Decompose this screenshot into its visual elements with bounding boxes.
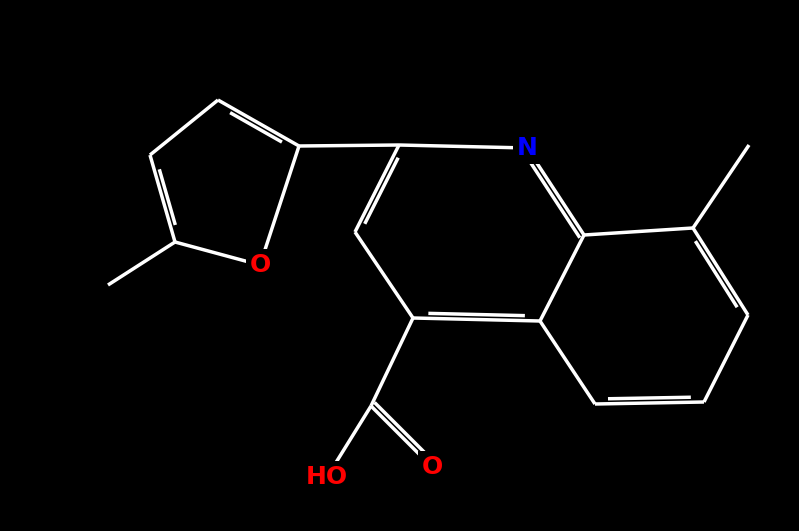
Text: O: O [249,253,271,277]
Text: N: N [517,136,538,160]
Text: HO: HO [306,465,348,489]
Text: O: O [421,455,443,479]
